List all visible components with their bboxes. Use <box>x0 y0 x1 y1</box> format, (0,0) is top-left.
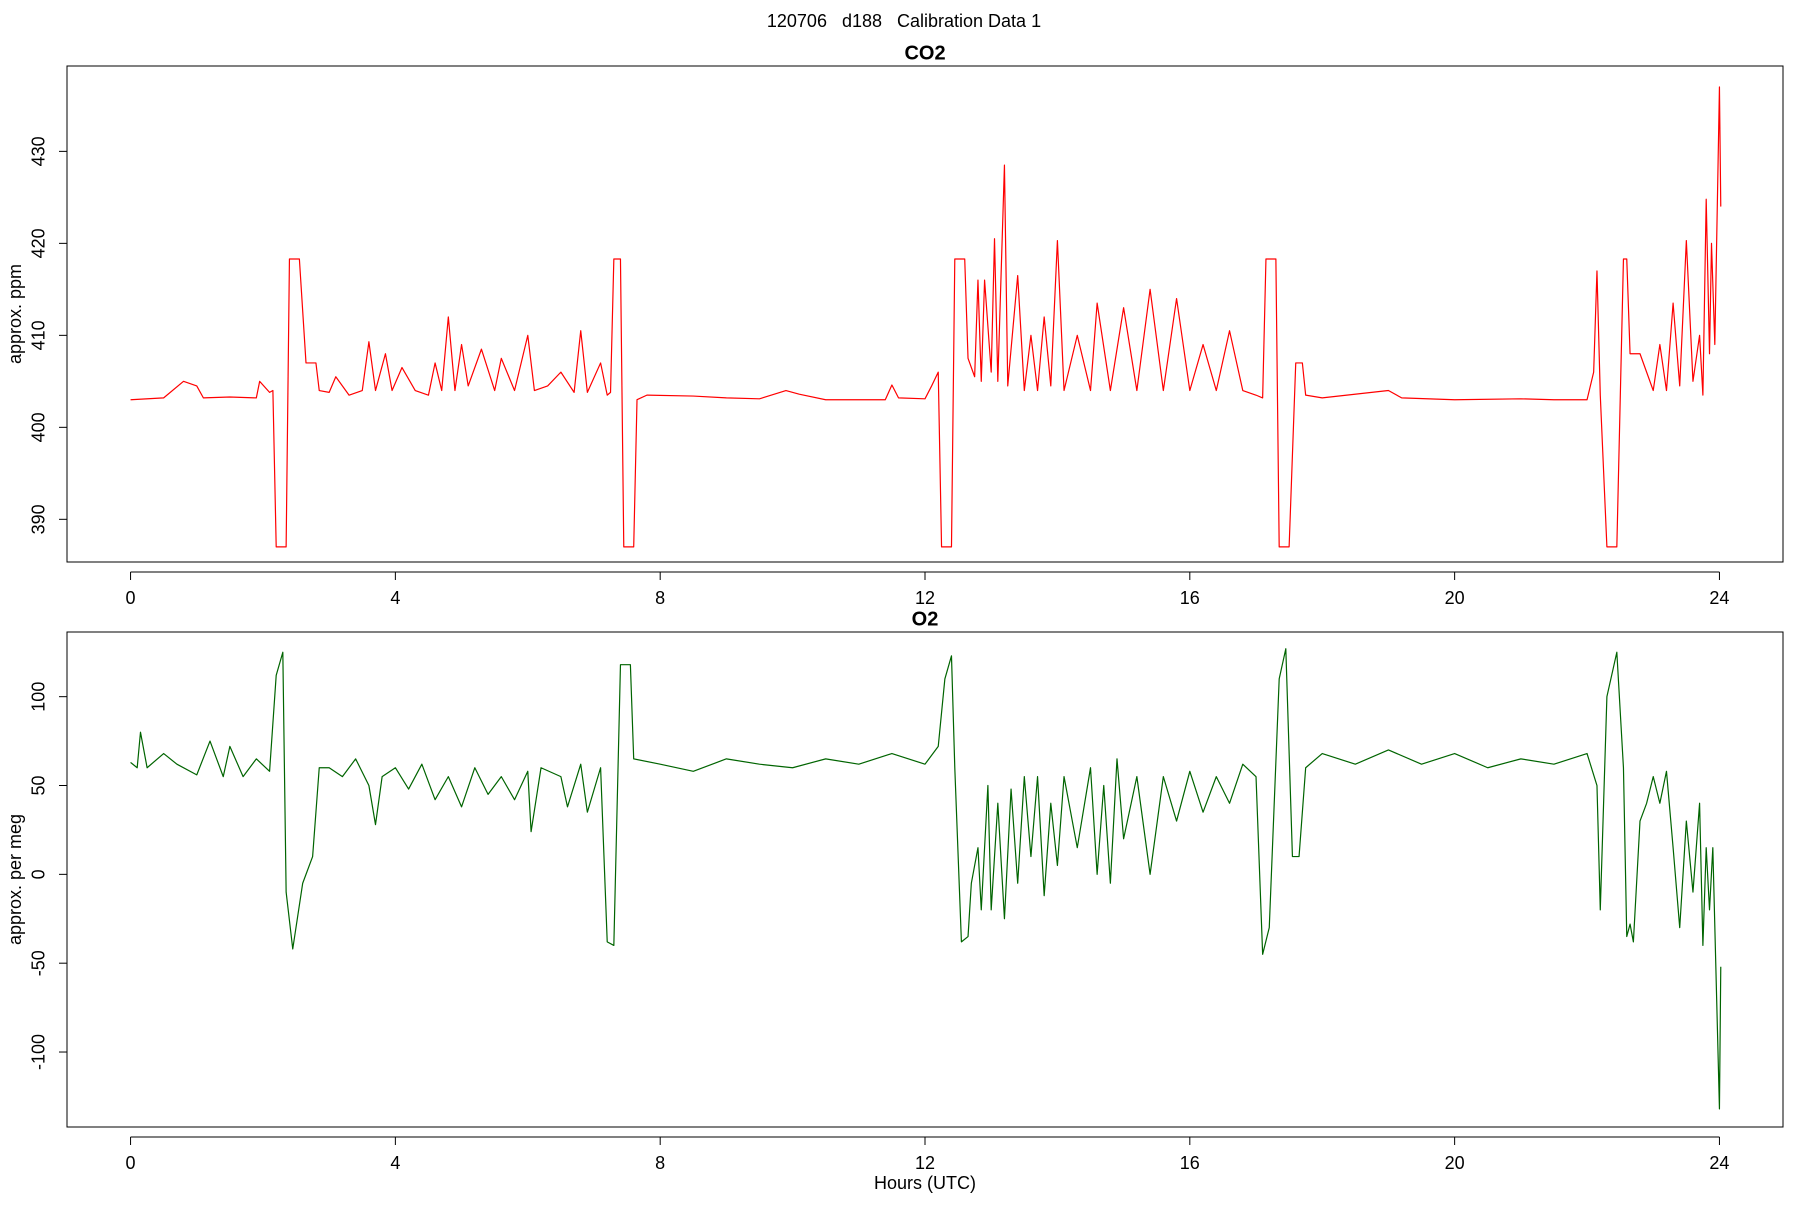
panel-title: CO2 <box>904 42 945 64</box>
y-tick-label: 430 <box>29 136 49 166</box>
x-tick-label: 16 <box>1180 1153 1200 1173</box>
y-tick-label: 50 <box>29 775 49 795</box>
y-tick-label: 410 <box>29 320 49 350</box>
plot-frame <box>66 65 1784 563</box>
x-tick-label: 24 <box>1709 588 1729 608</box>
x-tick-label: 12 <box>915 588 935 608</box>
y-tick-label: 100 <box>29 682 49 712</box>
x-tick-label: 16 <box>1180 588 1200 608</box>
panel-title: O2 <box>912 608 939 630</box>
y-tick-label: 390 <box>29 504 49 534</box>
plot-frame <box>66 631 1784 1128</box>
x-tick-label: 8 <box>655 588 665 608</box>
x-tick-label: 0 <box>126 588 136 608</box>
x-tick-label: 8 <box>655 1153 665 1173</box>
page-title: 120706 d188 Calibration Data 1 <box>767 11 1041 31</box>
data-line <box>130 86 1722 548</box>
x-tick-label: 24 <box>1709 1153 1729 1173</box>
y-axis-label: approx. per meg <box>5 814 25 945</box>
x-axis-label: Hours (UTC) <box>874 1173 976 1193</box>
y-tick-label: -100 <box>29 1034 49 1070</box>
y-tick-label: -50 <box>29 950 49 976</box>
y-axis-label: approx. ppm <box>5 264 25 364</box>
y-tick-label: 400 <box>29 412 49 442</box>
x-tick-label: 20 <box>1445 588 1465 608</box>
x-tick-label: 0 <box>126 1153 136 1173</box>
x-tick-label: 4 <box>390 1153 400 1173</box>
x-tick-label: 20 <box>1445 1153 1465 1173</box>
x-tick-label: 4 <box>390 588 400 608</box>
y-tick-label: 0 <box>29 869 49 879</box>
data-line <box>130 648 1722 1110</box>
x-tick-label: 12 <box>915 1153 935 1173</box>
y-tick-label: 420 <box>29 228 49 258</box>
